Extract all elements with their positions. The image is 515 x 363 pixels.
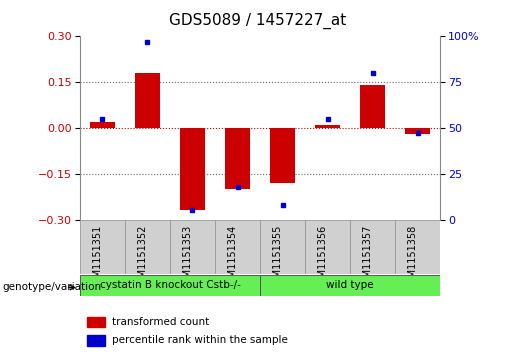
Bar <box>80 220 125 274</box>
Text: GSM1151357: GSM1151357 <box>363 225 373 290</box>
Bar <box>180 128 205 211</box>
Bar <box>360 85 385 128</box>
Text: wild type: wild type <box>327 280 374 290</box>
Bar <box>215 220 260 274</box>
Bar <box>396 220 440 274</box>
Text: GSM1151354: GSM1151354 <box>228 225 237 290</box>
Text: GSM1151358: GSM1151358 <box>408 225 418 290</box>
Bar <box>87 335 105 346</box>
Bar <box>225 128 250 189</box>
Bar <box>270 128 295 183</box>
Bar <box>170 220 215 274</box>
Bar <box>87 317 105 327</box>
Text: GSM1151353: GSM1151353 <box>182 225 193 290</box>
Bar <box>135 73 160 128</box>
Text: GSM1151352: GSM1151352 <box>138 225 147 290</box>
Text: GDS5089 / 1457227_at: GDS5089 / 1457227_at <box>169 13 346 29</box>
Bar <box>260 275 440 296</box>
Text: percentile rank within the sample: percentile rank within the sample <box>112 335 288 345</box>
Bar <box>90 122 115 128</box>
Text: GSM1151351: GSM1151351 <box>92 225 102 290</box>
Text: GSM1151355: GSM1151355 <box>272 225 283 290</box>
Bar <box>125 220 170 274</box>
Bar <box>315 125 340 128</box>
Bar <box>405 128 430 134</box>
Text: cystatin B knockout Cstb-/-: cystatin B knockout Cstb-/- <box>99 280 241 290</box>
Bar <box>350 220 396 274</box>
Text: genotype/variation: genotype/variation <box>3 282 101 293</box>
Text: GSM1151356: GSM1151356 <box>318 225 328 290</box>
Text: transformed count: transformed count <box>112 317 210 327</box>
Bar <box>260 220 305 274</box>
Bar <box>305 220 350 274</box>
Bar <box>80 275 260 296</box>
